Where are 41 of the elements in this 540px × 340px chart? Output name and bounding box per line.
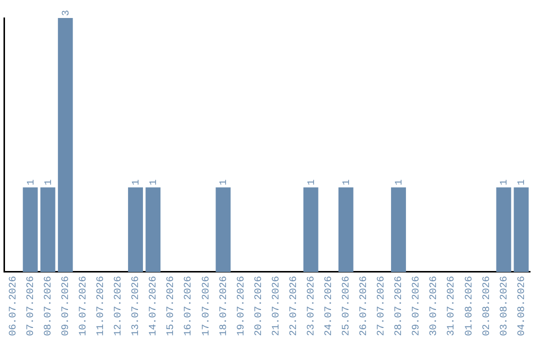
x-tick-label: 30.07.2026 [429,276,440,336]
x-tick-label: 29.07.2026 [412,276,423,336]
x-tick-label: 14.07.2026 [148,276,160,336]
data-label: 1 [306,179,318,186]
data-label: 1 [219,179,230,186]
x-tick-label: 09.07.2026 [61,276,72,336]
x-tick-label: 26.07.2026 [359,276,370,336]
x-tick-label: 02.08.2026 [482,276,493,336]
x-tick-label: 06.07.2026 [8,276,20,336]
x-tick-label: 07.07.2026 [26,276,37,336]
data-label: 1 [149,179,160,186]
x-tick-label: 25.07.2026 [342,276,353,336]
x-tick-label: 15.07.2026 [166,276,178,336]
data-label: 1 [500,179,511,186]
x-tick-label: 01.08.2026 [464,276,476,336]
x-tick-label: 22.07.2026 [288,276,300,336]
x-tick-label: 12.07.2026 [114,276,125,336]
data-label: 1 [26,179,38,186]
x-tick-label: 18.07.2026 [218,276,230,336]
x-tick-label: 13.07.2026 [131,276,142,336]
data-label: 1 [132,179,142,186]
data-label: 1 [342,179,353,186]
x-tick-label: 19.07.2026 [236,276,248,336]
x-tick-label: 31.07.2026 [446,276,458,336]
x-tick-label: 24.07.2026 [324,276,336,336]
x-tick-label: 04.08.2026 [516,276,528,336]
x-tick-label: 23.07.2026 [306,276,318,336]
x-tick-label: 21.07.2026 [271,276,282,336]
x-tick-label: 16.07.2026 [184,276,195,336]
data-label: 1 [517,179,528,186]
data-label: 3 [61,10,72,16]
x-tick-label: 10.07.2026 [78,276,90,336]
x-tick-label: 11.07.2026 [96,276,108,336]
x-tick-label: 17.07.2026 [201,276,212,336]
data-label: 1 [394,179,406,186]
x-tick-label: 08.07.2026 [43,276,54,336]
x-tick-label: 28.07.2026 [394,276,406,336]
x-tick-label: 20.07.2026 [254,276,265,336]
x-tick-label: 03.08.2026 [499,276,510,336]
data-label: 1 [44,179,55,186]
x-tick-label: 27.07.2026 [376,276,388,336]
